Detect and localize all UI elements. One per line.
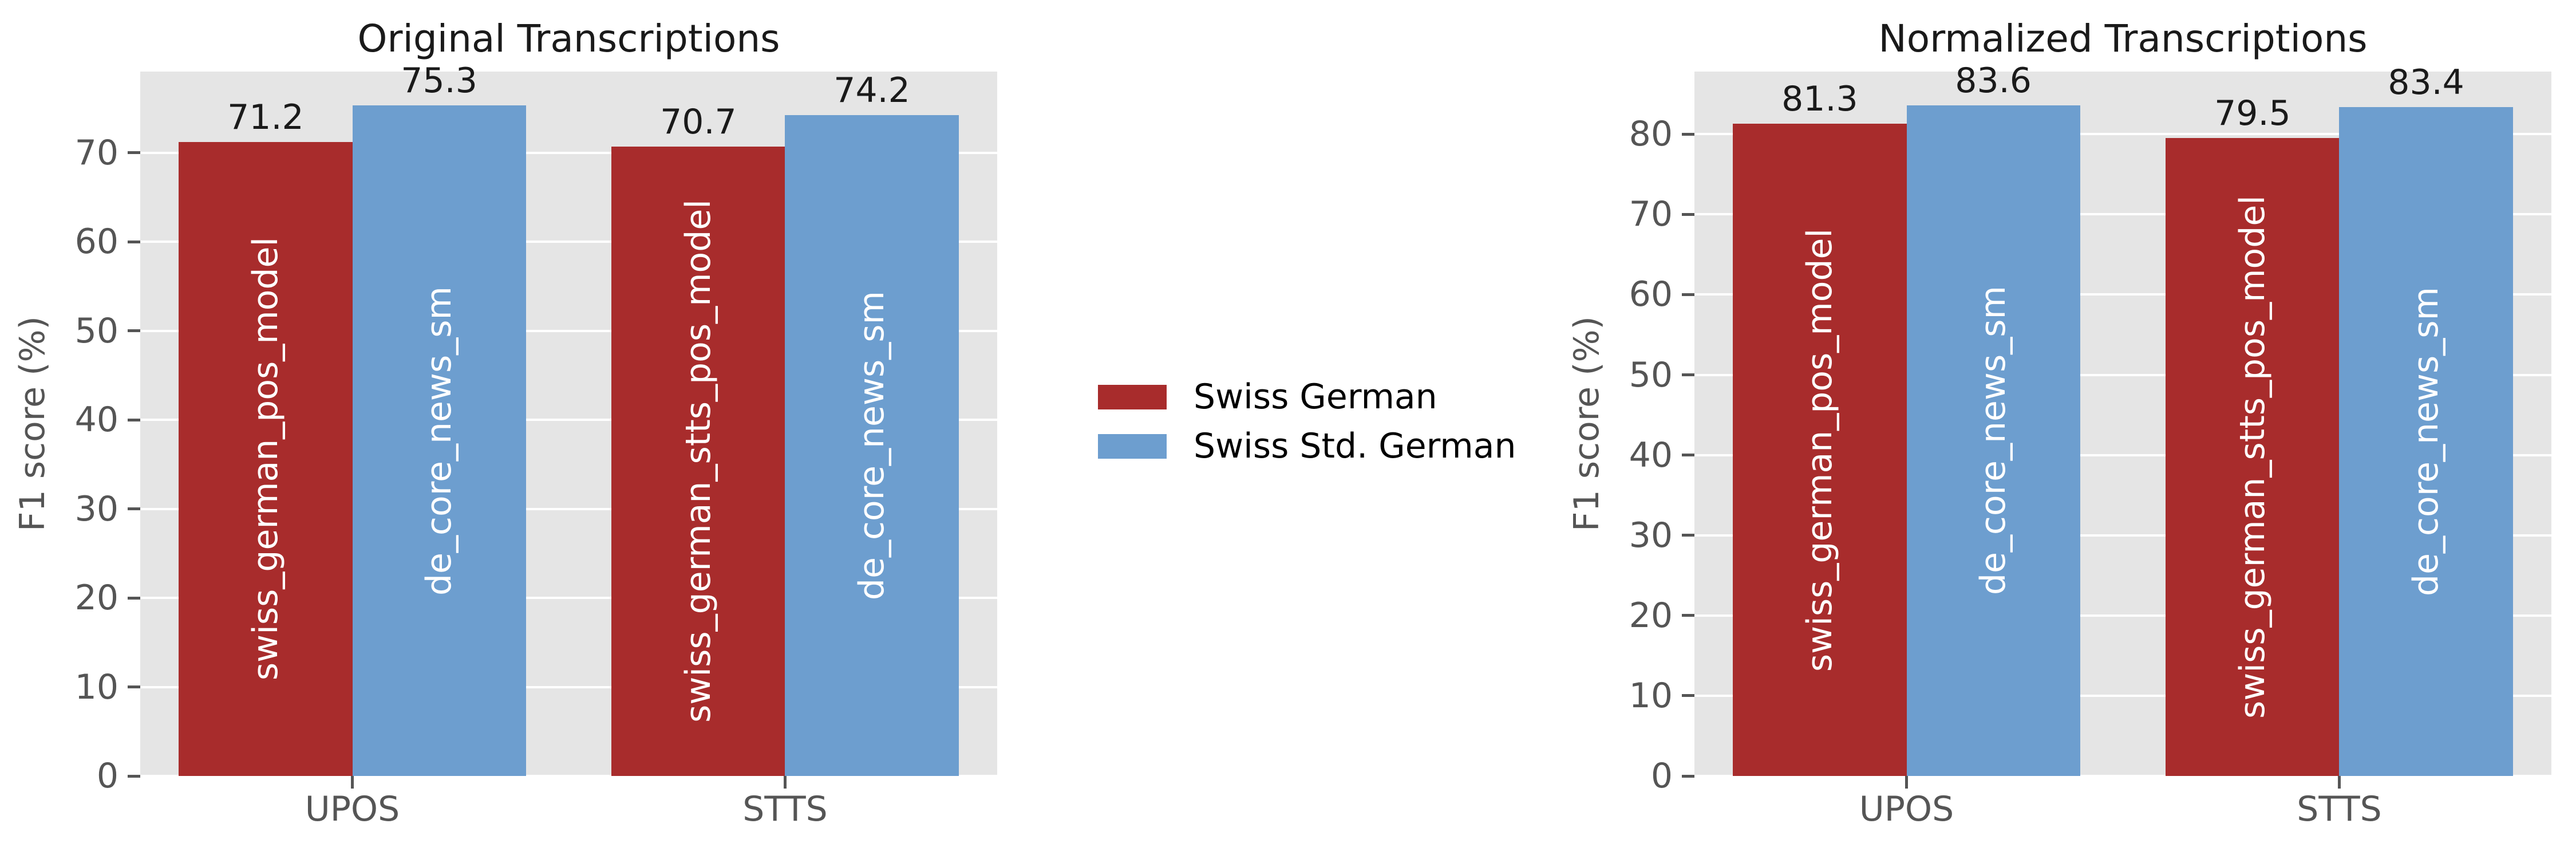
bar-value-label: 71.2 — [227, 97, 304, 137]
y-tick-label: 0 — [1650, 756, 1673, 796]
bar-value-label: 79.5 — [2214, 93, 2291, 134]
gridline-y-50 — [1694, 373, 2551, 376]
legend-swatch-swiss-german — [1098, 385, 1167, 409]
bar-inner-label: swiss_german_stts_pos_model — [2232, 195, 2273, 719]
y-tick-label: 60 — [1629, 274, 1673, 315]
y-tick-mark — [1682, 293, 1694, 296]
legend-item-swiss-std-german: Swiss Std. German — [1098, 426, 1516, 466]
bar-inner-label: de_core_news_sm — [2406, 286, 2447, 596]
y-tick-mark — [128, 329, 140, 332]
chart-normalized-transcriptions: Normalized Transcriptions F1 score (%) s… — [1567, 17, 2551, 828]
y-tick-label: 60 — [74, 222, 118, 262]
gridline-y-30 — [140, 507, 997, 510]
y-tick-mark — [1682, 694, 1694, 698]
bar-upos-swiss-german: swiss_german_pos_model — [179, 141, 353, 776]
legend-item-swiss-german: Swiss German — [1098, 377, 1437, 417]
y-tick-label: 10 — [1629, 675, 1673, 716]
y-tick-mark — [1682, 774, 1694, 778]
bar-stts-swiss-std-german: de_core_news_sm — [785, 115, 959, 776]
x-tick-label-stts: STTS — [2297, 789, 2382, 829]
bar-inner-label: de_core_news_sm — [852, 291, 892, 601]
legend-label: Swiss Std. German — [1194, 426, 1516, 466]
gridline-y-40 — [140, 419, 997, 421]
gridline-y-60 — [1694, 293, 2551, 296]
gridline-y-20 — [1694, 614, 2551, 617]
y-tick-mark — [128, 685, 140, 688]
y-tick-mark — [128, 774, 140, 778]
chart-title: Normalized Transcriptions — [1878, 17, 2368, 61]
gridline-y-70 — [1694, 213, 2551, 216]
bar-value-label: 75.3 — [401, 61, 477, 101]
bar-upos-swiss-std-german: de_core_news_sm — [1906, 105, 2080, 776]
plot-area: swiss_german_pos_model 71.2 de_core_news_s… — [140, 62, 997, 777]
bar-stts-swiss-german: swiss_german_stts_pos_model — [611, 146, 785, 776]
y-tick-mark — [1682, 534, 1694, 537]
y-tick-mark — [128, 418, 140, 421]
y-tick-mark — [128, 240, 140, 243]
plot-area: swiss_german_pos_model 81.3 de_core_news_s… — [1694, 62, 2551, 777]
bar-value-label: 83.6 — [1955, 60, 2032, 101]
y-tick-label: 50 — [1629, 354, 1673, 395]
x-tick-label-upos: UPOS — [305, 789, 400, 829]
y-tick-mark — [128, 596, 140, 600]
bar-value-label: 70.7 — [660, 101, 737, 142]
bar-upos-swiss-german: swiss_german_pos_model — [1733, 124, 1907, 776]
legend-swatch-swiss-std-german — [1098, 434, 1167, 459]
gridline-y-10 — [140, 685, 997, 688]
y-tick-mark — [1682, 132, 1694, 136]
gridline-y-40 — [1694, 454, 2551, 456]
y-tick-mark — [128, 151, 140, 154]
x-tick-mark — [783, 776, 787, 789]
x-tick-mark — [351, 776, 354, 789]
y-tick-label: 70 — [1629, 194, 1673, 235]
gridline-y-30 — [1694, 534, 2551, 537]
y-tick-label: 20 — [74, 578, 118, 618]
y-tick-label: 20 — [1629, 595, 1673, 636]
gridline-y-60 — [140, 241, 997, 243]
bar-inner-label: swiss_german_pos_model — [1799, 228, 1840, 672]
y-tick-mark — [1682, 212, 1694, 216]
bar-stts-swiss-std-german: de_core_news_sm — [2339, 107, 2513, 776]
y-tick-label: 0 — [96, 756, 118, 796]
y-tick-mark — [1682, 373, 1694, 377]
chart-original-transcriptions: Original Transcriptions F1 score (%) swi… — [13, 17, 997, 828]
bar-stts-swiss-german: swiss_german_stts_pos_model — [2166, 138, 2340, 776]
gridline-y-0 — [1694, 775, 2551, 777]
y-tick-label: 30 — [1629, 515, 1673, 555]
y-tick-mark — [1682, 614, 1694, 617]
y-tick-mark — [1682, 454, 1694, 457]
x-tick-label-upos: UPOS — [1859, 789, 1954, 829]
bar-value-label: 83.4 — [2388, 62, 2464, 103]
gridline-y-20 — [140, 597, 997, 599]
y-tick-label: 30 — [74, 488, 118, 529]
gridline-y-0 — [140, 775, 997, 777]
gridline-y-10 — [1694, 694, 2551, 697]
y-tick-label: 80 — [1629, 114, 1673, 155]
y-tick-label: 70 — [74, 132, 118, 173]
bar-inner-label: swiss_german_pos_model — [245, 237, 286, 681]
chart-title: Original Transcriptions — [357, 17, 780, 61]
bar-inner-label: swiss_german_stts_pos_model — [678, 199, 718, 723]
legend-label: Swiss German — [1194, 377, 1437, 417]
y-tick-label: 50 — [74, 310, 118, 351]
gridline-y-50 — [140, 329, 997, 332]
y-tick-label: 10 — [74, 667, 118, 707]
x-tick-mark — [1905, 776, 1908, 789]
y-tick-label: 40 — [74, 400, 118, 440]
gridline-y-70 — [140, 151, 997, 154]
bar-inner-label: de_core_news_sm — [1973, 286, 2014, 596]
y-tick-label: 40 — [1629, 435, 1673, 475]
x-tick-mark — [2337, 776, 2341, 789]
bar-value-label: 74.2 — [833, 70, 910, 111]
bar-inner-label: de_core_news_sm — [419, 286, 460, 596]
bar-upos-swiss-std-german: de_core_news_sm — [352, 105, 526, 776]
x-tick-label-stts: STTS — [742, 789, 828, 829]
bar-value-label: 81.3 — [1781, 79, 1858, 120]
gridline-y-80 — [1694, 133, 2551, 136]
y-tick-mark — [128, 507, 140, 510]
